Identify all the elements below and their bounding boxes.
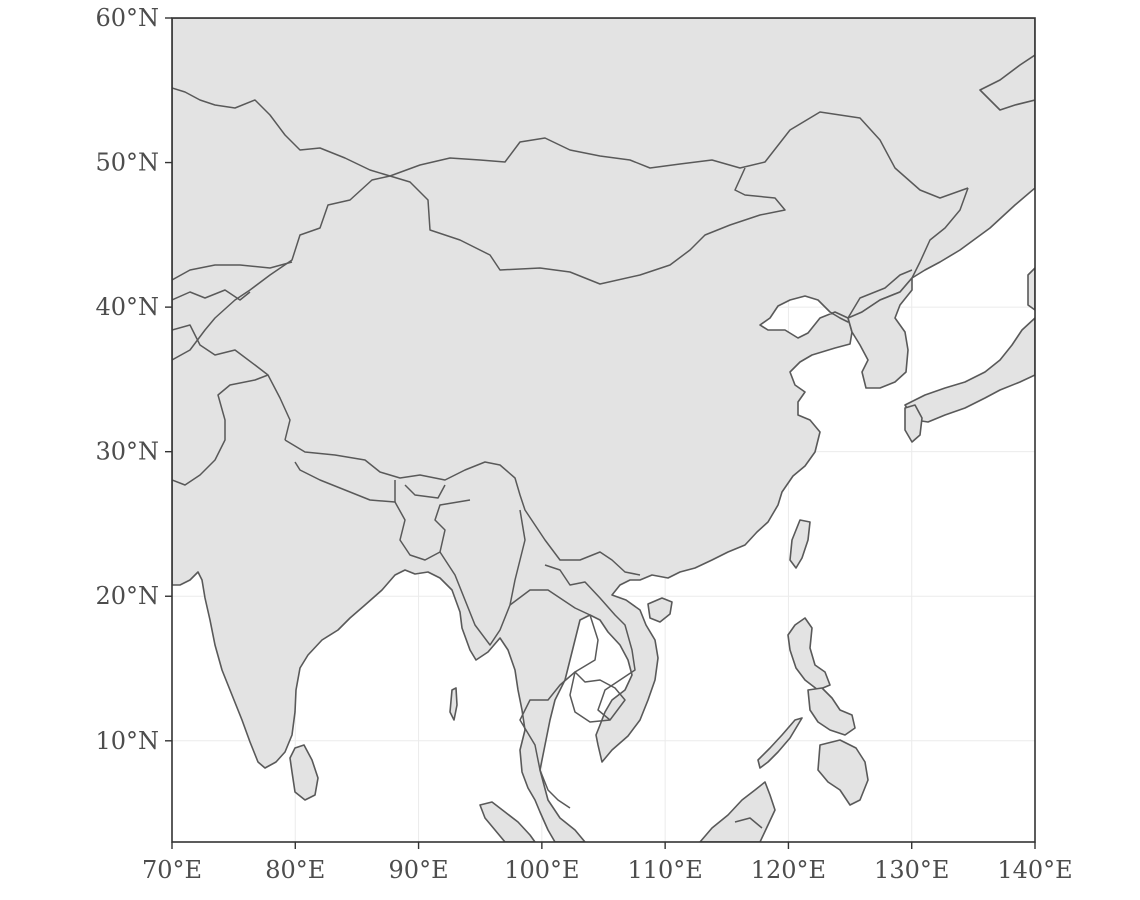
map-land-layer: [172, 18, 1035, 842]
border-myanmar: [439, 509, 526, 646]
border-cambodia: [569, 671, 626, 723]
border-borneo: [734, 817, 763, 829]
y-tick-label: 30°N: [95, 438, 159, 466]
panel-frame: [171, 17, 1036, 843]
y-tick-label: 50°N: [95, 149, 159, 177]
x-tick-label: 130°E: [874, 856, 949, 884]
border-china-northeast: [847, 269, 913, 319]
border-russia-mongolia: [389, 111, 969, 199]
border-china-himalaya: [284, 439, 641, 576]
y-tick-label: 20°N: [95, 582, 159, 610]
x-tick-label: 110°E: [627, 856, 702, 884]
sakhalin-fragment: [979, 54, 1035, 111]
philippines-visayas: [807, 687, 856, 736]
y-tick-label: 60°N: [95, 4, 159, 32]
border-central-asia: [172, 289, 251, 301]
y-axis: 60°N 50°N 40°N 30°N 20°N 10°N: [95, 4, 172, 755]
border-malaysia: [539, 769, 571, 809]
x-tick-label: 120°E: [751, 856, 826, 884]
border-laos-vietnam: [544, 564, 636, 721]
philippines-mindanao: [817, 739, 869, 806]
hainan-island: [647, 597, 673, 623]
y-tick-label: 40°N: [95, 293, 159, 321]
border-india-pakistan: [172, 374, 269, 486]
x-tick-label: 140°E: [997, 856, 1072, 884]
border-kazakhstan-south: [172, 261, 293, 281]
x-tick-label: 70°E: [142, 856, 202, 884]
taiwan-island: [789, 519, 811, 569]
frame-and-axes: 70°E 80°E 90°E 100°E 110°E 120°E 130°E 140°E 60…: [95, 4, 1072, 884]
japan-honshu: [904, 317, 1035, 423]
korean-peninsula: [847, 277, 913, 389]
x-tick-label: 100°E: [504, 856, 579, 884]
border-bangladesh: [394, 499, 471, 561]
andaman-islands: [449, 687, 458, 721]
x-axis: 70°E 80°E 90°E 100°E 110°E 120°E 130°E 140°E: [142, 842, 1073, 884]
border-russia-kazakhstan: [172, 87, 391, 177]
border-china-russia-east: [911, 187, 969, 279]
x-tick-label: 80°E: [265, 856, 325, 884]
x-tick-label: 90°E: [389, 856, 449, 884]
border-thailand: [509, 589, 599, 771]
sumatra-island: [479, 801, 536, 842]
sri-lanka: [289, 744, 319, 801]
eurasia-mainland: [172, 18, 1035, 842]
national-borders: [172, 87, 969, 829]
borneo-island: [699, 781, 776, 842]
japan-hokkaido: [1027, 267, 1035, 311]
border-china-west: [172, 175, 391, 361]
palawan-island: [757, 717, 803, 769]
border-bhutan: [404, 484, 446, 499]
y-tick-label: 10°N: [95, 727, 159, 755]
border-afghanistan-pakistan: [172, 324, 291, 441]
japan-kyushu: [904, 404, 923, 443]
philippines-luzon: [787, 617, 831, 691]
border-mongolia-china: [389, 167, 786, 285]
